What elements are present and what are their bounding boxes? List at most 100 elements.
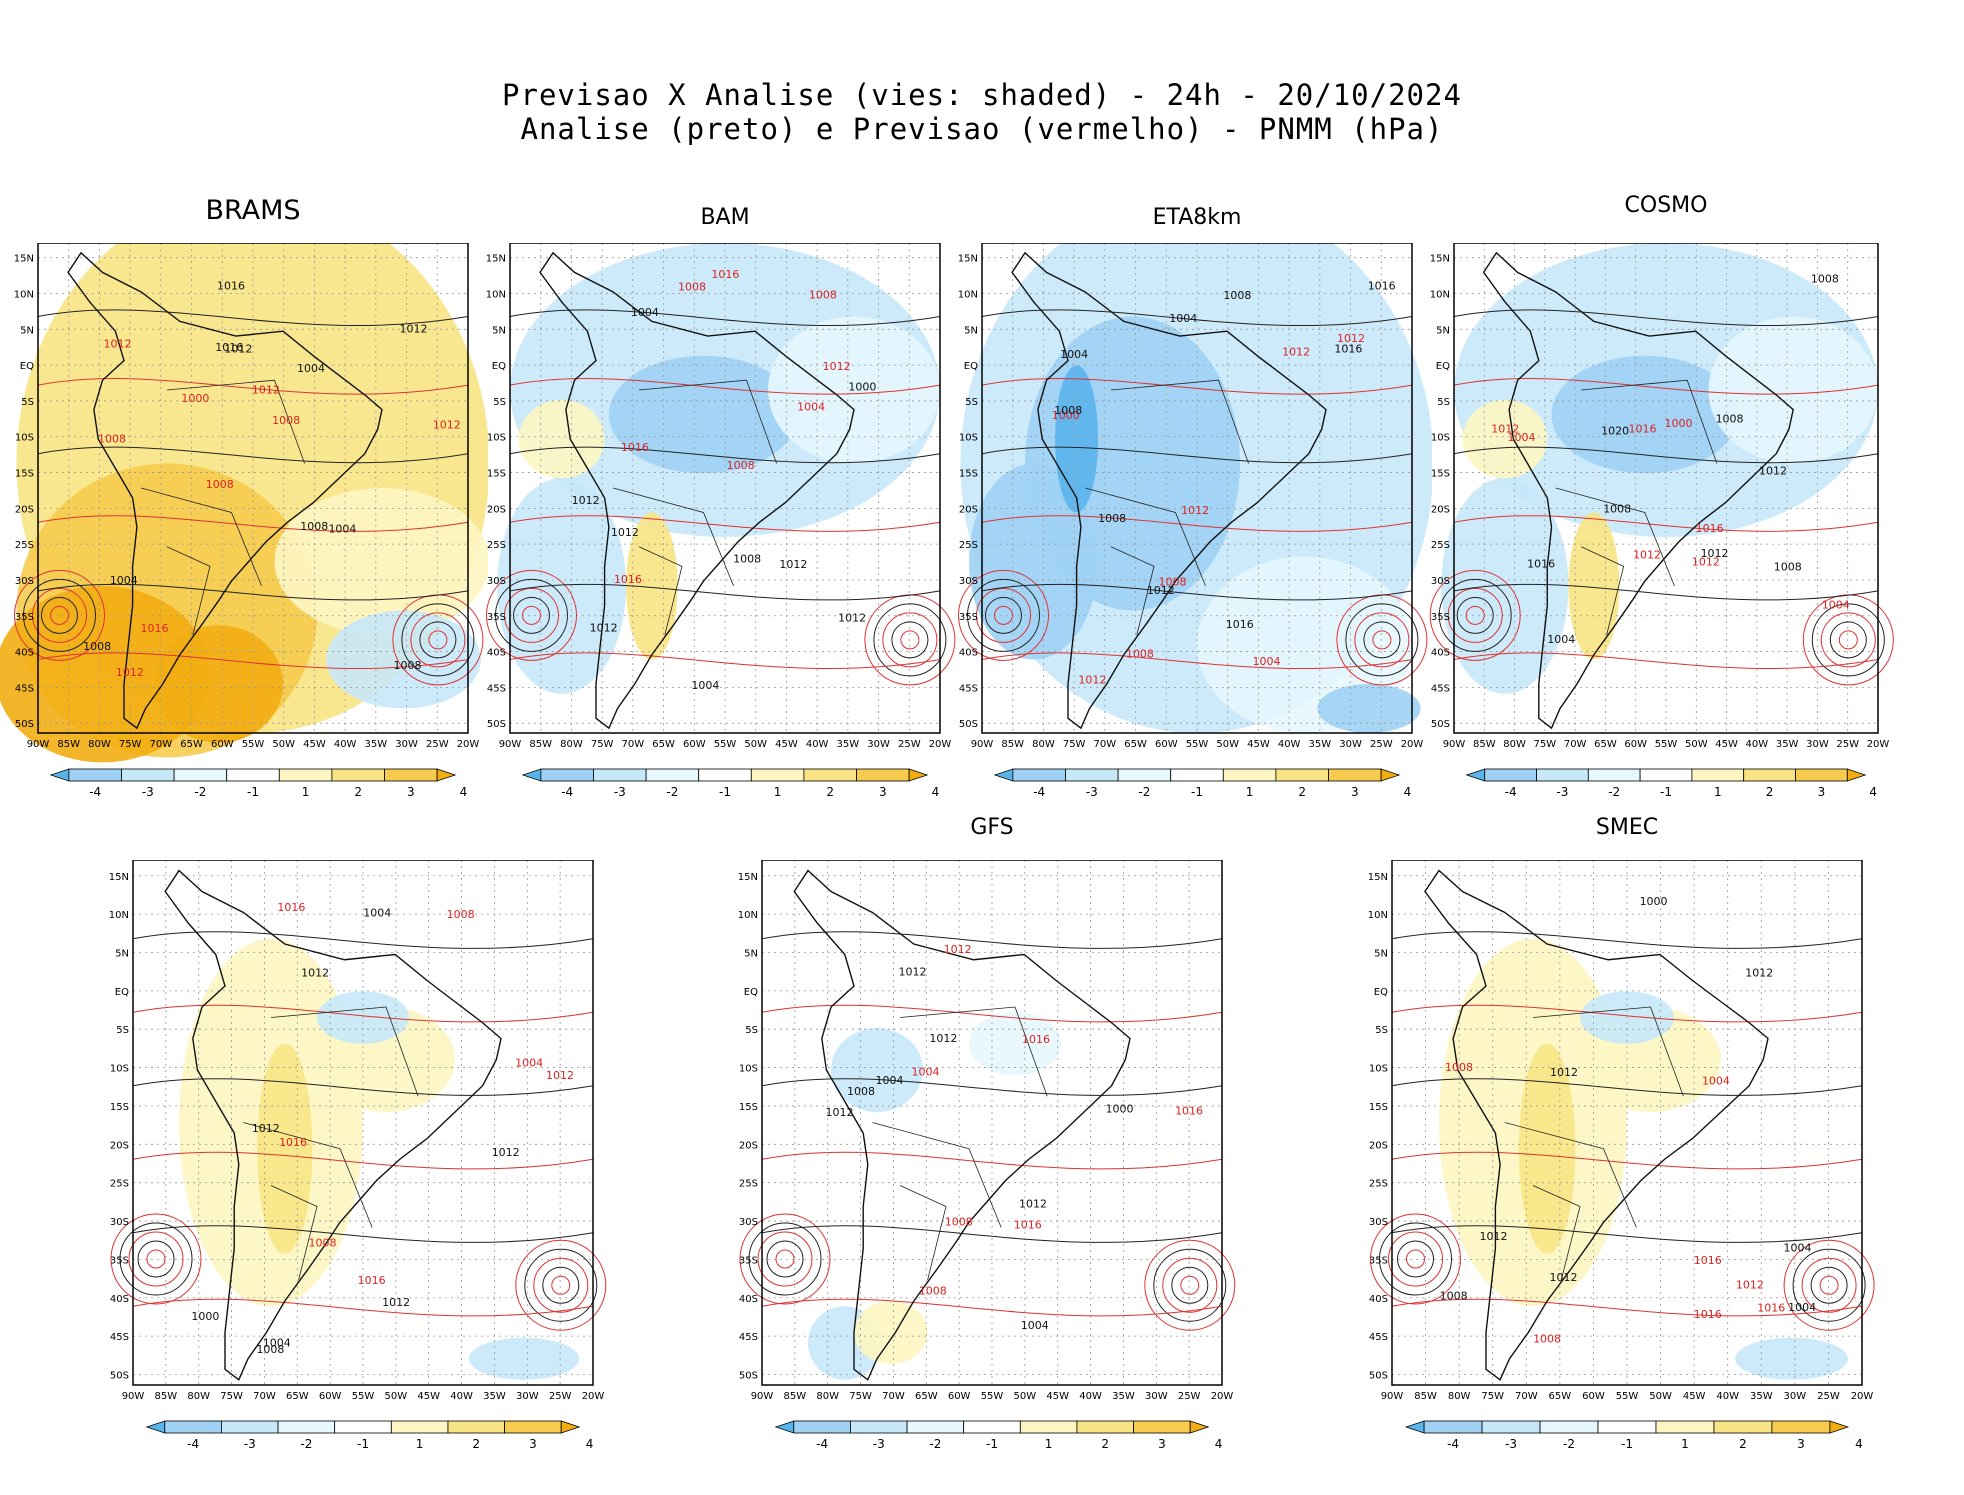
lat-tick-label: 50S xyxy=(1369,1371,1388,1382)
contour-label: 1016 xyxy=(279,1136,307,1149)
lat-tick-label: 40S xyxy=(739,1294,758,1305)
colorbar-label: -4 xyxy=(561,785,573,799)
lon-tick-label: 45W xyxy=(417,1391,440,1402)
contour-label: 1008 xyxy=(1223,289,1251,302)
contour-label: 1004 xyxy=(328,522,356,535)
country-border xyxy=(270,1185,318,1281)
isobar xyxy=(419,621,457,659)
lat-tick-label: 15N xyxy=(1368,872,1388,883)
contour-label: 1012 xyxy=(898,966,926,979)
contour-label: 1004 xyxy=(1784,1242,1812,1255)
contour-label: 1012 xyxy=(572,494,600,507)
lon-tick-label: 40W xyxy=(334,739,357,750)
contour-label: 1004 xyxy=(110,574,138,587)
isobar xyxy=(1819,1275,1839,1295)
lon-tick-label: 50W xyxy=(1685,739,1708,750)
contour-label: 1012 xyxy=(103,337,131,350)
isobar xyxy=(509,515,941,532)
map-frame xyxy=(1453,243,1879,734)
lat-tick-label: 20S xyxy=(110,1140,129,1151)
lon-tick-label: 90W xyxy=(27,739,50,750)
lat-tick-label: 5S xyxy=(745,1025,758,1036)
colorbar-label: -2 xyxy=(1608,785,1620,799)
isobar xyxy=(401,603,475,677)
lat-tick-label: 35S xyxy=(15,612,34,623)
lon-tick-label: 40W xyxy=(806,739,829,750)
colorbar-bin xyxy=(1170,768,1224,782)
colorbar-arrow-left xyxy=(49,768,70,782)
bias-region xyxy=(1735,1337,1848,1380)
lat-tick-label: 20S xyxy=(487,504,506,515)
lat-tick-label: 35S xyxy=(1431,612,1450,623)
lon-tick-label: 55W xyxy=(714,739,737,750)
lon-tick-label: 45W xyxy=(1046,1391,1069,1402)
contour-label: 1008 xyxy=(1716,412,1744,425)
isobar xyxy=(37,583,469,601)
lon-tick-label: 20W xyxy=(1851,1391,1874,1402)
contour-label: 1008 xyxy=(1098,512,1126,525)
lon-tick-label: 70W xyxy=(150,739,173,750)
contour-label: 1004 xyxy=(363,906,391,919)
contour-label: 1020 xyxy=(1601,425,1629,438)
colorbar-label: 4 xyxy=(586,1437,594,1451)
bias-region xyxy=(154,625,284,743)
lon-tick-label: 40W xyxy=(1278,739,1301,750)
lon-tick-label: 85W xyxy=(529,739,552,750)
lon-tick-label: 55W xyxy=(1655,739,1678,750)
isobar xyxy=(985,596,1022,634)
lon-tick-label: 80W xyxy=(1032,739,1055,750)
lon-tick-label: 45W xyxy=(1683,1391,1706,1402)
lon-tick-label: 50W xyxy=(1014,1391,1037,1402)
isobar xyxy=(132,931,594,949)
lat-tick-label: 10N xyxy=(109,910,129,921)
colorbar-bin xyxy=(121,768,175,782)
isobar xyxy=(994,605,1013,625)
colorbar-bin xyxy=(1065,768,1119,782)
country-border xyxy=(872,1122,1002,1228)
contour-label: 1012 xyxy=(252,1122,280,1135)
bias-region xyxy=(608,355,799,474)
lon-tick-label: 80W xyxy=(187,1391,210,1402)
isobar xyxy=(739,1213,831,1305)
contour-label: 1012 xyxy=(1019,1198,1047,1211)
colorbar-arrow-right xyxy=(1829,1420,1850,1434)
colorbar-bin xyxy=(1481,1420,1541,1434)
lat-tick-label: EQ xyxy=(744,987,758,998)
isobar xyxy=(509,583,941,601)
contour-label: 1012 xyxy=(1701,547,1729,560)
bias-region xyxy=(854,1301,928,1364)
isobar xyxy=(757,1231,813,1287)
contour-label: 1012 xyxy=(301,967,329,980)
contour-label: 1008 xyxy=(1126,647,1154,660)
contour-label: 1012 xyxy=(546,1069,574,1082)
lat-tick-label: 10S xyxy=(739,1064,758,1075)
lat-tick-label: 15N xyxy=(14,254,34,265)
lon-tick-label: 80W xyxy=(816,1391,839,1402)
isobar xyxy=(1792,1248,1866,1322)
contour-label: 1008 xyxy=(1603,503,1631,516)
country-border xyxy=(1581,546,1625,636)
lon-tick-label: 75W xyxy=(591,739,614,750)
isobar xyxy=(981,652,1413,670)
colorbar-label: 1 xyxy=(416,1437,424,1451)
country-border xyxy=(638,379,777,464)
contour-label: 1008 xyxy=(206,478,234,491)
lat-tick-label: 40S xyxy=(487,648,506,659)
isobar xyxy=(515,1239,607,1331)
lat-tick-label: 50S xyxy=(739,1371,758,1382)
bias-region xyxy=(0,586,210,763)
lon-tick-label: 30W xyxy=(867,739,890,750)
lat-tick-label: 15N xyxy=(486,254,506,265)
lon-tick-label: 45W xyxy=(1715,739,1738,750)
contour-label: 1008 xyxy=(394,659,422,672)
lat-tick-label: 10N xyxy=(738,910,758,921)
lat-tick-label: 50S xyxy=(1431,719,1450,730)
country-border xyxy=(899,1006,1048,1097)
lon-tick-label: 65W xyxy=(652,739,675,750)
colorbar-bin xyxy=(856,768,910,782)
isobar xyxy=(761,1225,1223,1243)
lat-tick-label: 30S xyxy=(15,576,34,587)
lon-tick-label: 55W xyxy=(981,1391,1004,1402)
contour-label: 1000 xyxy=(181,392,209,405)
lat-tick-label: 35S xyxy=(1369,1255,1388,1266)
